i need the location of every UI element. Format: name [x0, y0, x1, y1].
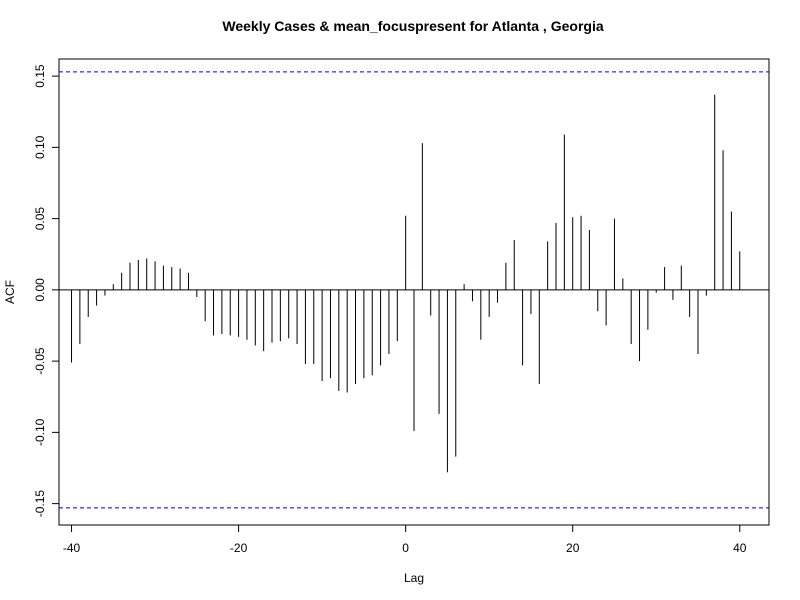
- y-tick-label: 0.00: [33, 278, 47, 302]
- y-tick-label: 0.10: [33, 135, 47, 159]
- x-tick-label: -40: [63, 541, 81, 555]
- x-axis: -40 -20 0 20 40: [63, 524, 747, 555]
- chart-title: Weekly Cases & mean_focuspresent for Atl…: [222, 18, 603, 34]
- y-tick-label: 0.05: [33, 207, 47, 231]
- reference-lines: [59, 71, 769, 509]
- y-axis-label: ACF: [3, 280, 17, 304]
- x-axis-label: Lag: [404, 571, 424, 585]
- acf-bars: [71, 94, 741, 473]
- x-tick-label: 0: [402, 541, 409, 555]
- y-tick-label: -0.05: [33, 347, 47, 375]
- x-tick-label: 40: [733, 541, 747, 555]
- x-tick-label: -20: [230, 541, 248, 555]
- y-tick-label: -0.15: [33, 490, 47, 518]
- y-axis: -0.15 -0.10 -0.05 0.00 0.05 0.10 0.15: [33, 64, 60, 518]
- y-tick-label: -0.10: [33, 418, 47, 446]
- x-tick-label: 20: [566, 541, 580, 555]
- y-tick-label: 0.15: [33, 64, 47, 88]
